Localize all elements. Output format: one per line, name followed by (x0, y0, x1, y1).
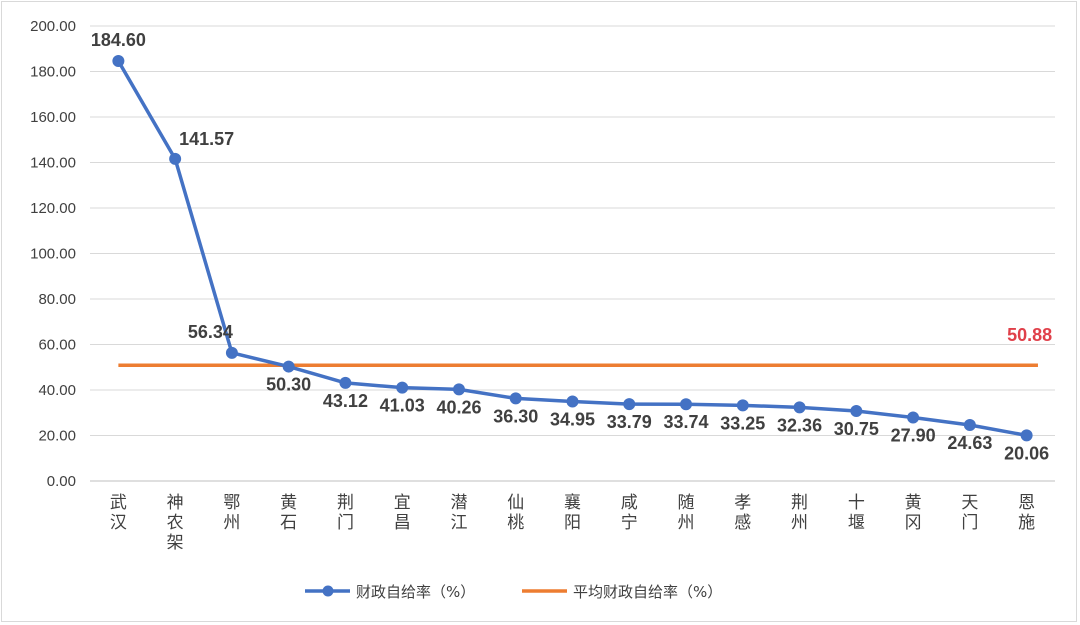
data-point (339, 376, 352, 389)
data-label: 41.03 (380, 396, 425, 416)
data-label: 56.34 (188, 322, 233, 342)
data-point (282, 360, 295, 373)
main-series (112, 55, 1033, 442)
grid-lines (90, 25, 1055, 482)
y-tick-label: 60.00 (38, 337, 76, 354)
data-label: 34.95 (550, 409, 595, 429)
legend: 财政自给率（%） 平均财政自给率（%） (305, 583, 722, 601)
x-category-label: 仙桃 (507, 493, 524, 533)
x-category-label: 潜江 (450, 493, 467, 533)
data-label: 50.30 (266, 375, 311, 395)
data-label: 141.57 (179, 129, 234, 149)
average-series: 50.88 (118, 325, 1052, 367)
x-category-label: 鄂州 (223, 493, 240, 533)
data-label: 33.25 (720, 413, 765, 433)
data-label: 30.75 (834, 419, 879, 439)
data-label: 27.90 (891, 426, 936, 446)
data-point (169, 152, 182, 165)
data-label: 24.63 (947, 433, 992, 453)
data-point (509, 392, 522, 405)
data-point (850, 405, 863, 418)
average-value-label: 50.88 (1007, 325, 1052, 345)
x-category-label: 咸宁 (621, 493, 638, 533)
legend-label-main: 财政自给率（%） (356, 583, 475, 601)
data-label: 33.79 (607, 412, 652, 432)
y-tick-label: 160.00 (30, 109, 76, 126)
data-label: 33.74 (664, 412, 709, 432)
data-point (112, 55, 125, 68)
data-label: 43.12 (323, 391, 368, 411)
data-point (736, 399, 749, 412)
x-category-label: 孝感 (734, 493, 751, 533)
legend-label-average: 平均财政自给率（%） (573, 583, 722, 601)
x-category-label: 武汉 (110, 493, 127, 533)
data-label: 36.30 (493, 406, 538, 426)
y-tick-label: 20.00 (38, 428, 76, 445)
data-label: 20.06 (1004, 443, 1049, 463)
data-point (396, 381, 409, 394)
data-point (680, 398, 693, 411)
x-category-label: 恩施 (1018, 493, 1035, 533)
x-category-label: 荆门 (337, 493, 354, 533)
x-category-label: 黄冈 (905, 493, 922, 533)
x-category-label: 襄阳 (564, 492, 581, 533)
x-category-label: 神农架 (167, 493, 184, 553)
data-label: 32.36 (777, 415, 822, 435)
y-axis-ticks: 0.00 20.00 40.00 60.00 80.00 100.00 120.00 140.… (30, 18, 76, 490)
data-point (1020, 429, 1033, 442)
y-tick-label: 80.00 (38, 291, 76, 308)
y-tick-label: 120.00 (30, 200, 76, 217)
data-point (623, 398, 636, 411)
legend-marker-main (322, 585, 334, 597)
data-point (566, 395, 579, 408)
y-tick-label: 200.00 (30, 18, 76, 35)
y-tick-label: 0.00 (47, 473, 76, 490)
x-category-label: 随州 (678, 493, 695, 533)
data-label: 40.26 (436, 397, 481, 417)
y-tick-label: 180.00 (30, 64, 76, 81)
x-category-label: 十堰 (848, 493, 865, 533)
y-tick-label: 100.00 (30, 246, 76, 263)
data-label: 184.60 (91, 30, 146, 50)
data-point (907, 411, 920, 424)
data-point (793, 401, 806, 414)
x-category-label: 黄石 (280, 493, 297, 533)
data-point (963, 418, 976, 431)
data-point (452, 383, 465, 396)
y-tick-label: 40.00 (38, 382, 76, 399)
y-tick-label: 140.00 (30, 155, 76, 172)
x-category-label: 荆州 (791, 493, 808, 533)
x-category-label: 天门 (961, 493, 978, 533)
data-point (225, 346, 238, 359)
data-labels: 184.60 141.57 56.34 50.30 43.12 41.03 40.26 36.… (91, 30, 1049, 463)
x-category-label: 宜昌 (394, 493, 411, 533)
